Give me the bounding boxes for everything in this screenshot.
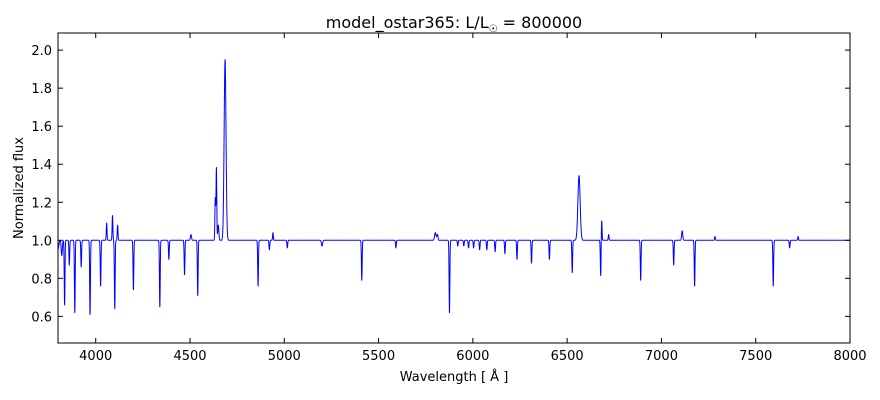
chart-title: model_ostar365: L/L☉ = 800000 [326,13,582,35]
y-tick-label: 2.0 [31,44,52,59]
chart-title-main: model_ostar365: L/L [326,13,489,33]
y-tick-label: 0.8 [31,272,52,287]
spectrum-line [57,59,851,315]
y-axis: 0.6 0.8 1.0 1.2 1.4 1.6 1.8 2.0 [31,44,850,325]
chart-title-value: = 800000 [498,13,583,32]
plot-area [57,32,851,344]
x-tick-label: 5500 [362,349,395,364]
x-tick-label: 5000 [268,349,301,364]
y-tick-label: 1.0 [31,234,52,249]
y-tick-label: 1.6 [31,120,52,135]
x-tick-label: 4500 [173,349,206,364]
plot-frame [57,32,851,344]
x-tick-label: 7500 [739,349,772,364]
x-tick-label: 6500 [551,349,584,364]
x-axis: 4000 4500 5000 5500 6000 6500 7000 7500 8000 [79,33,867,364]
y-tick-label: 0.6 [31,310,52,325]
y-axis-label: Normalized flux [12,137,27,239]
x-tick-label: 7000 [645,349,678,364]
x-tick-label: 6000 [456,349,489,364]
x-tick-label: 4000 [79,349,112,364]
x-tick-label: 8000 [833,349,866,364]
y-tick-label: 1.2 [31,196,52,211]
x-axis-label: Wavelength [ Å ] [400,369,509,385]
chart-title-subscript: ☉ [489,24,498,35]
y-tick-label: 1.4 [31,158,52,173]
y-tick-label: 1.8 [31,82,52,97]
